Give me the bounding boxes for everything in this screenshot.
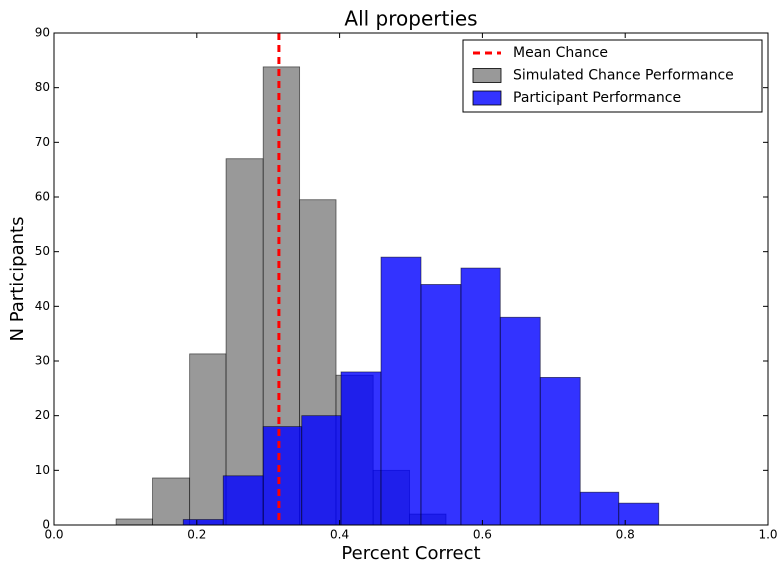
histogram-bar xyxy=(460,267,501,526)
y-tick-label: 0 xyxy=(42,518,50,532)
x-tick-label: 0.2 xyxy=(187,528,206,542)
histogram-bar xyxy=(579,491,620,526)
y-tick-label: 90 xyxy=(35,26,50,40)
legend-label: Mean Chance xyxy=(513,45,608,61)
legend-label: Simulated Chance Performance xyxy=(513,68,734,84)
y-tick-label: 20 xyxy=(35,408,50,422)
legend-swatch xyxy=(472,90,502,106)
legend-swatch xyxy=(472,68,502,83)
histogram-bar xyxy=(420,284,462,526)
histogram-bar xyxy=(301,415,342,526)
x-tick-label: 0.6 xyxy=(473,528,492,542)
y-tick-label: 10 xyxy=(35,463,50,477)
histogram-bar xyxy=(152,477,191,526)
plot-frame xyxy=(53,32,769,526)
legend-label: Participant Performance xyxy=(513,90,681,106)
histogram-bar xyxy=(539,376,581,526)
histogram-bar xyxy=(115,518,153,526)
histogram-bar xyxy=(499,316,541,526)
histogram-bar xyxy=(340,371,382,526)
y-tick-label: 70 xyxy=(35,135,50,149)
histogram-bar xyxy=(222,475,264,526)
x-tick-label: 0.8 xyxy=(616,528,635,542)
y-tick-label: 40 xyxy=(35,299,50,313)
x-tick-label: 0.4 xyxy=(330,528,349,542)
x-axis-label: Percent Correct xyxy=(341,543,480,563)
histogram-bar xyxy=(262,426,303,526)
x-tick-label: 1.0 xyxy=(758,528,777,542)
histogram-bar xyxy=(380,256,422,526)
y-tick-label: 30 xyxy=(35,354,50,368)
y-tick-label: 80 xyxy=(35,80,50,94)
chart-title: All properties xyxy=(344,7,477,31)
y-tick-label: 50 xyxy=(35,244,50,258)
y-axis-label: N Participants xyxy=(7,217,28,342)
y-tick-label: 60 xyxy=(35,190,50,204)
x-tick-label: 0.0 xyxy=(44,528,63,542)
histogram-bar xyxy=(189,353,227,526)
histogram-bar xyxy=(225,158,264,526)
legend-box xyxy=(462,39,763,113)
histogram-bar xyxy=(182,519,224,526)
